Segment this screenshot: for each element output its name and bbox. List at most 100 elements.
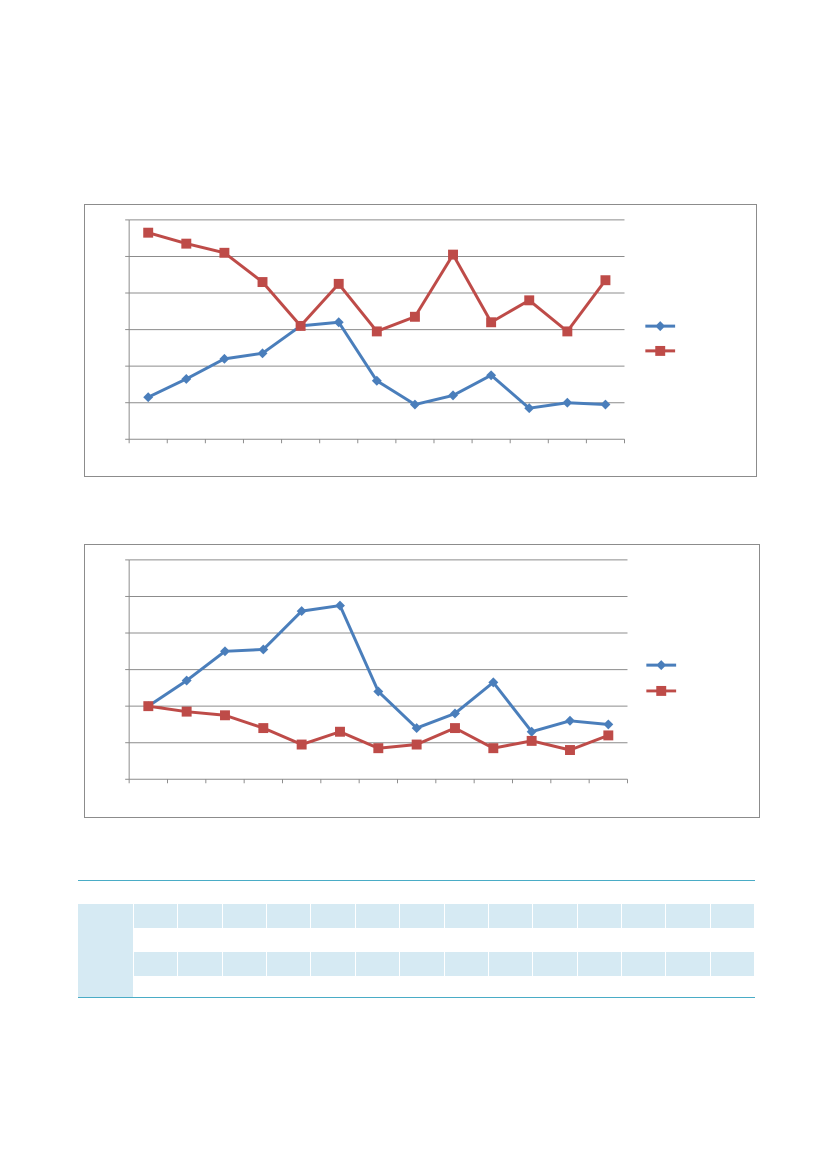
table-cell bbox=[578, 904, 622, 928]
table-cell bbox=[400, 904, 445, 928]
table-cell bbox=[356, 976, 401, 997]
data-point bbox=[219, 247, 230, 258]
data-point bbox=[486, 317, 497, 328]
data-point bbox=[600, 399, 611, 410]
table-cell bbox=[666, 952, 711, 976]
table-cell bbox=[489, 904, 534, 928]
data-point bbox=[258, 644, 269, 655]
series-line-2 bbox=[147, 231, 607, 333]
table-cell bbox=[178, 952, 223, 976]
data-point bbox=[409, 399, 420, 410]
data-point bbox=[257, 277, 268, 288]
table-cell bbox=[267, 928, 312, 952]
table-cell bbox=[533, 928, 578, 952]
table-cell bbox=[622, 976, 667, 997]
data-point bbox=[562, 326, 573, 337]
data-point bbox=[371, 375, 382, 386]
table-bottom-rule bbox=[78, 997, 755, 998]
data-point bbox=[333, 317, 344, 328]
data-point bbox=[181, 706, 192, 717]
data-table bbox=[78, 880, 756, 998]
data-point bbox=[335, 726, 345, 737]
data-point bbox=[450, 708, 460, 719]
legend-marker-2 bbox=[656, 685, 667, 696]
table-cell bbox=[356, 952, 401, 976]
table-cell bbox=[533, 904, 578, 928]
table-top-rule bbox=[78, 880, 755, 881]
data-point bbox=[295, 320, 306, 331]
table-cell bbox=[78, 928, 134, 952]
table-cell bbox=[578, 928, 622, 952]
data-point bbox=[257, 348, 268, 359]
table-cell bbox=[622, 904, 667, 928]
table-cell bbox=[578, 976, 622, 997]
data-point bbox=[373, 686, 384, 697]
table-cell bbox=[666, 976, 711, 997]
data-point bbox=[219, 353, 230, 364]
table-cell bbox=[311, 952, 356, 976]
data-point bbox=[258, 723, 269, 734]
data-point bbox=[488, 743, 499, 754]
table-cell bbox=[223, 904, 268, 928]
table-cell bbox=[445, 904, 489, 928]
data-point bbox=[143, 701, 154, 712]
table-cell bbox=[622, 928, 667, 952]
data-point bbox=[373, 743, 384, 754]
data-point bbox=[565, 715, 575, 726]
table-cell bbox=[666, 904, 711, 928]
table-cell bbox=[223, 952, 268, 976]
table-cell bbox=[78, 952, 134, 976]
table-cell bbox=[489, 952, 534, 976]
chart-2-plot bbox=[125, 559, 677, 784]
table-cell bbox=[356, 904, 401, 928]
legend-marker-1 bbox=[656, 660, 667, 671]
table-cell bbox=[267, 976, 312, 997]
table-cell bbox=[533, 976, 578, 997]
table-cell bbox=[311, 904, 356, 928]
table-cell bbox=[223, 976, 268, 997]
data-point bbox=[450, 723, 460, 734]
data-point bbox=[448, 390, 458, 401]
table-cell bbox=[578, 952, 622, 976]
data-point bbox=[296, 739, 307, 750]
data-point bbox=[600, 275, 611, 286]
data-point bbox=[603, 730, 614, 741]
table-cell bbox=[223, 928, 268, 952]
chart-1-plot bbox=[125, 219, 676, 444]
data-point bbox=[562, 397, 573, 408]
table-cell bbox=[533, 952, 578, 976]
table-cell bbox=[311, 976, 356, 997]
legend-marker-1 bbox=[655, 321, 666, 332]
series-line-1 bbox=[147, 604, 609, 734]
table-cell bbox=[666, 928, 711, 952]
table-cell bbox=[445, 928, 489, 952]
table-cell bbox=[178, 928, 223, 952]
data-point bbox=[524, 403, 535, 414]
table-cell bbox=[78, 976, 134, 997]
table-row bbox=[78, 952, 756, 976]
table-cell bbox=[356, 928, 401, 952]
table-row bbox=[78, 904, 756, 928]
chart-2 bbox=[84, 544, 760, 818]
table-cell bbox=[622, 952, 667, 976]
table-cell bbox=[400, 952, 445, 976]
table-cell bbox=[489, 928, 534, 952]
data-point bbox=[411, 723, 422, 734]
table-cell bbox=[78, 904, 134, 928]
data-point bbox=[565, 745, 575, 755]
table-cell bbox=[711, 952, 756, 976]
table-cell bbox=[311, 928, 356, 952]
table-row bbox=[78, 976, 756, 997]
data-point bbox=[220, 710, 230, 721]
table-cell bbox=[400, 976, 445, 997]
data-point bbox=[220, 646, 230, 657]
data-point bbox=[486, 370, 497, 381]
table-row bbox=[78, 928, 756, 952]
table-cell bbox=[134, 952, 179, 976]
table-cell bbox=[134, 928, 179, 952]
table-cell bbox=[267, 952, 312, 976]
data-point bbox=[181, 238, 192, 249]
table-cell bbox=[445, 976, 489, 997]
data-point bbox=[409, 311, 420, 322]
table-cell bbox=[178, 976, 223, 997]
